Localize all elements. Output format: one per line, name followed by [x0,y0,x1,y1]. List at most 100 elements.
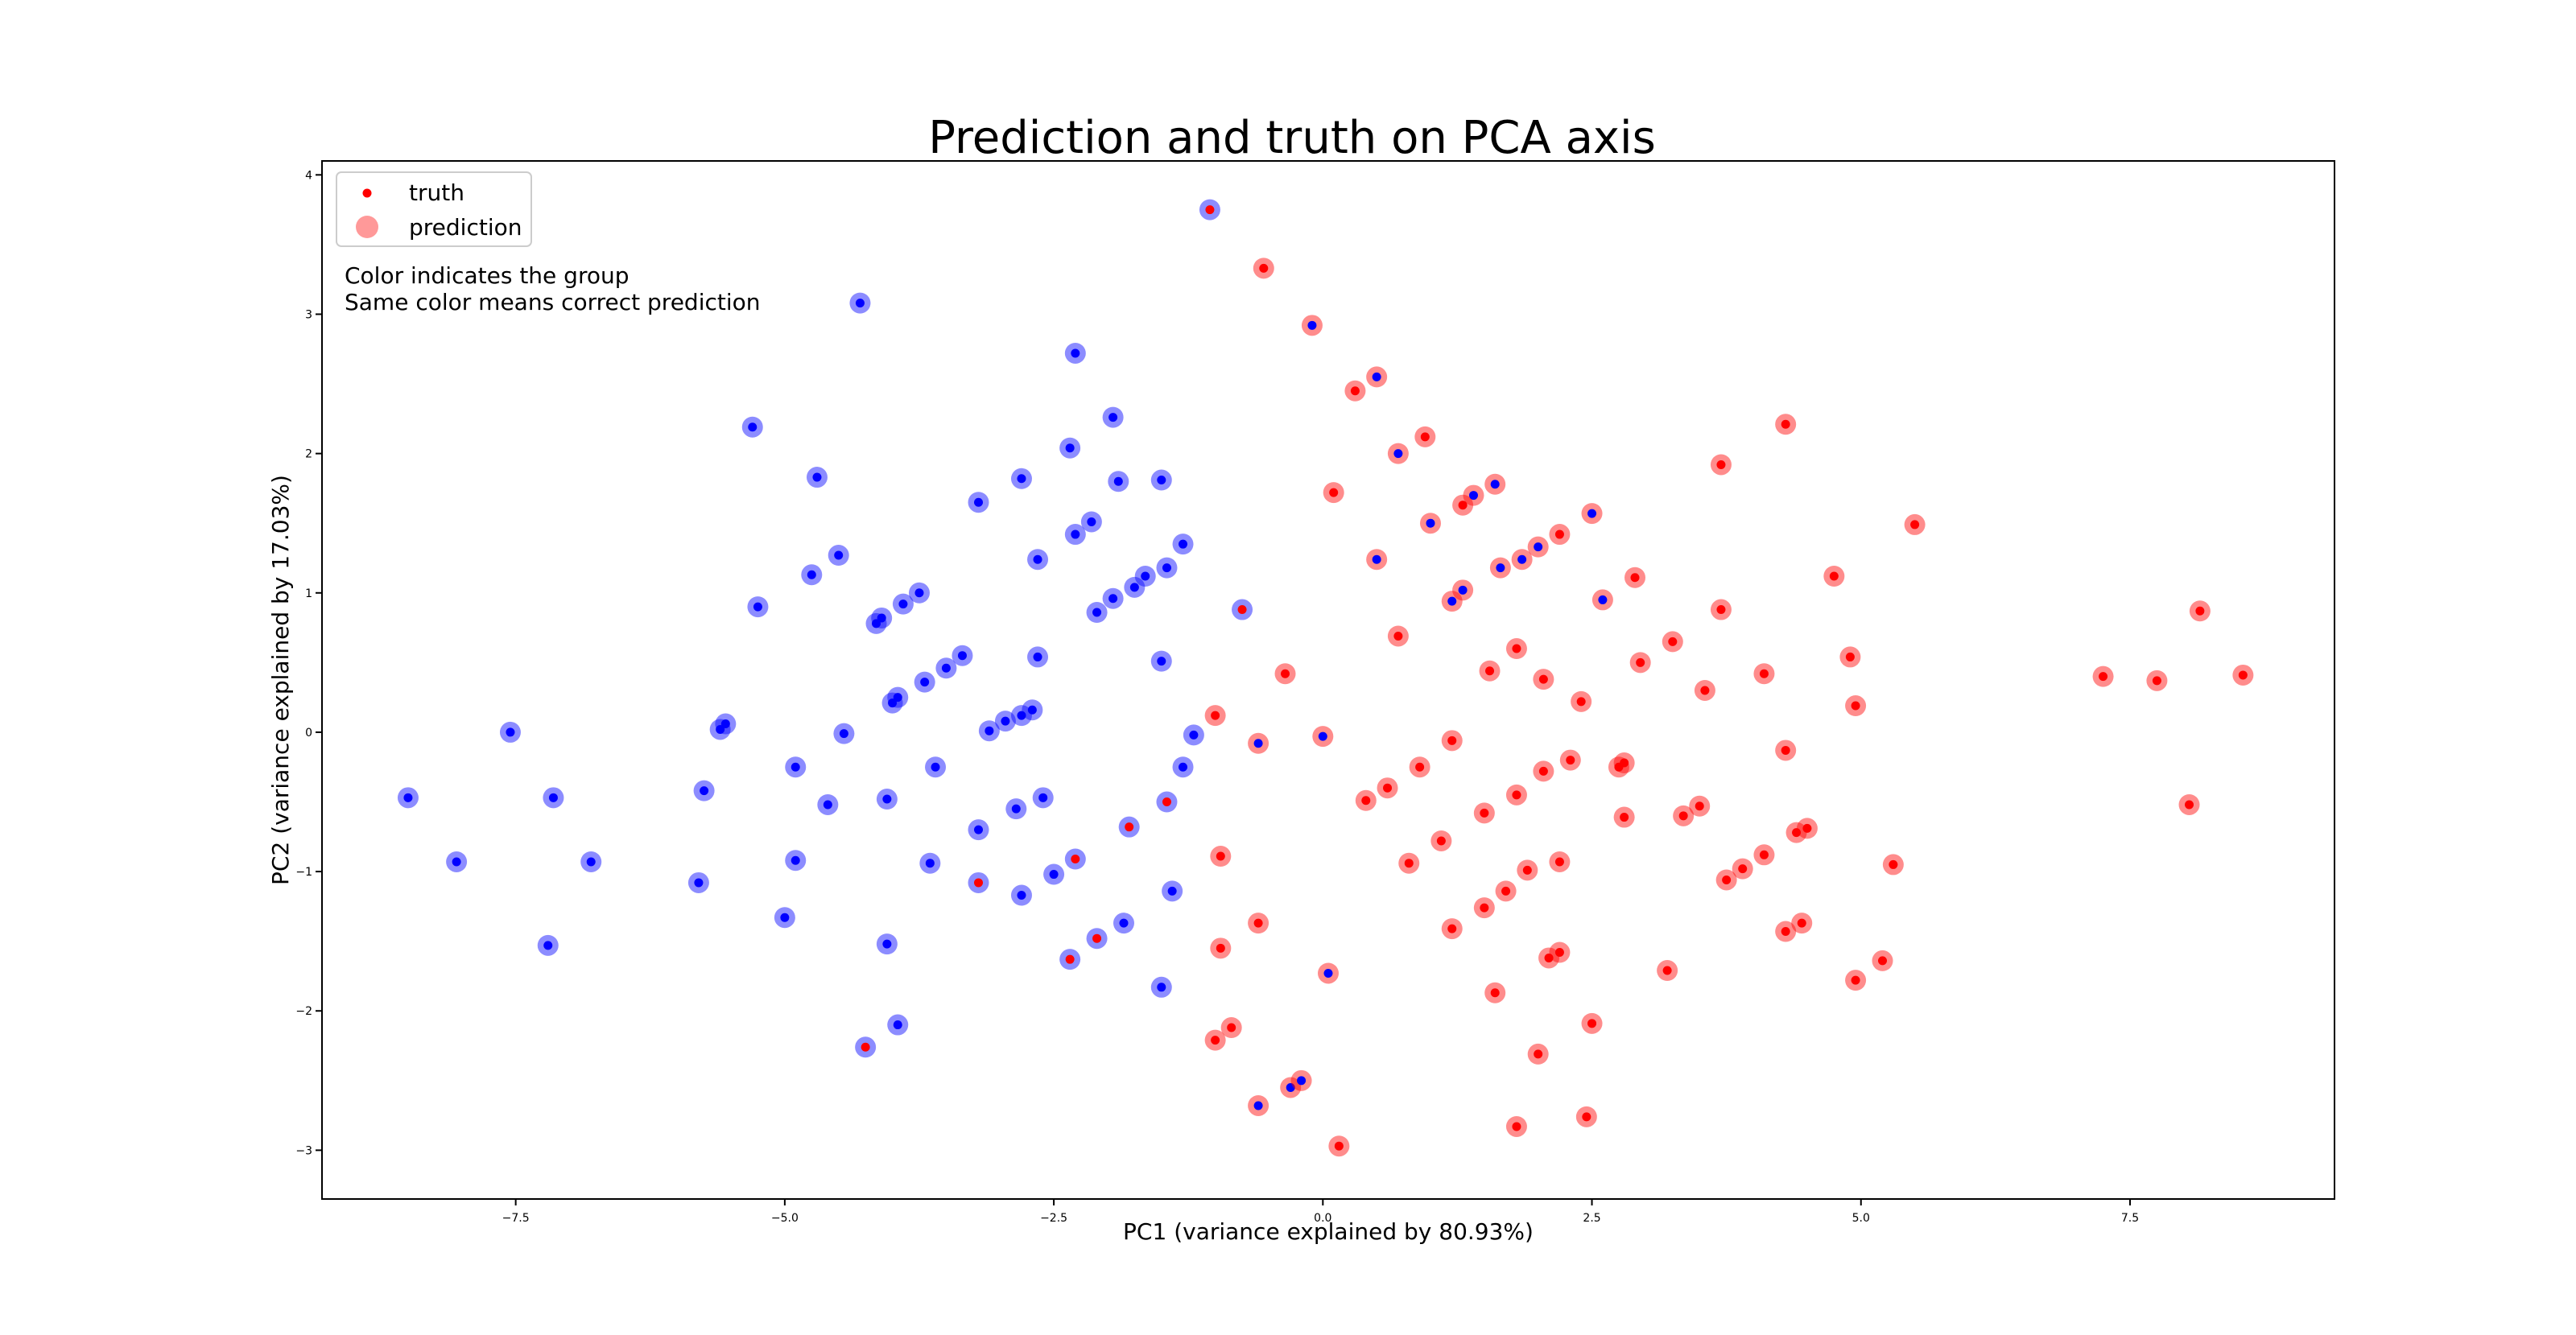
truth-marker [1587,509,1597,518]
truth-marker [1781,419,1790,429]
truth-marker [1404,859,1414,868]
data-point-152 [1753,663,1775,685]
data-point-156 [1785,822,1807,843]
truth-marker [872,619,881,628]
x-tick-label: 2.5 [1583,1212,1600,1225]
x-axis-ticks: −7.5 −5.0 −2.5 0.0 2.5 5.0 7.5 [502,1199,2139,1225]
truth-marker [1458,585,1468,595]
x-tick-label: −7.5 [502,1212,530,1225]
truth-marker [974,497,984,507]
truth-marker [1501,886,1511,896]
data-point-35 [952,645,973,666]
y-tick-label: −2 [295,1005,312,1018]
data-point-85 [1274,663,1296,685]
data-point-57 [1086,602,1108,624]
data-point-86 [1280,1077,1302,1098]
data-point-93 [1344,380,1366,402]
data-point-49 [1043,863,1065,885]
data-point-74 [1199,199,1220,220]
truth-marker [1554,529,1564,539]
truth-marker [1716,605,1726,615]
legend-truth-label: truth [409,179,464,206]
truth-marker [1415,762,1425,772]
truth-marker [1211,1036,1220,1045]
data-point-140 [1624,567,1646,588]
data-point-125 [1533,669,1554,690]
data-point-48 [1032,787,1054,809]
points-layer [397,199,2254,1157]
truth-marker [985,726,994,735]
truth-marker [543,941,553,950]
truth-marker [1065,954,1075,964]
truth-marker [1119,918,1129,928]
data-point-81 [1248,732,1269,754]
data-point-145 [1689,795,1711,817]
data-point-55 [1080,511,1102,533]
truth-marker [1538,674,1548,684]
data-point-69 [1156,791,1178,813]
truth-marker [720,719,730,729]
truth-marker [2099,672,2108,682]
truth-marker [1851,975,1860,985]
data-point-39 [978,720,1000,742]
truth-marker [1189,730,1199,740]
truth-marker [1678,811,1688,821]
truth-marker [1179,762,1188,772]
data-point-76 [1204,1029,1226,1051]
y-axis-ticks: −3 −2 −1 0 1 2 3 4 [295,169,322,1157]
truth-marker [1587,1019,1597,1028]
data-point-82 [1248,913,1269,934]
data-point-150 [1732,858,1753,880]
data-point-122 [1517,859,1538,881]
truth-marker [1216,943,1225,953]
truth-marker [1162,797,1171,807]
truth-marker [1517,554,1527,564]
data-point-151 [1753,844,1775,866]
truth-marker [920,678,930,687]
data-point-96 [1366,549,1388,571]
truth-marker [1759,850,1769,859]
data-point-46 [1027,646,1049,668]
truth-marker [1544,953,1554,962]
data-point-136 [1591,589,1613,611]
truth-marker [1802,823,1812,833]
truth-marker [1307,320,1317,330]
data-point-126 [1533,760,1554,782]
data-point-123 [1527,536,1549,558]
truth-marker [1485,666,1495,676]
data-point-165 [1904,513,1926,535]
data-point-17 [817,793,839,815]
truth-marker [1108,594,1118,604]
data-point-113 [1479,660,1501,682]
data-point-111 [1473,897,1495,919]
truth-marker [1695,801,1704,811]
data-point-42 [1010,468,1032,489]
data-point-130 [1549,524,1571,546]
truth-marker [586,857,596,867]
truth-marker [1620,758,1629,768]
data-point-144 [1673,805,1695,826]
truth-marker [1781,927,1790,937]
truth-marker [548,793,558,802]
data-point-79 [1220,1017,1242,1039]
data-point-90 [1318,962,1339,984]
truth-marker [1662,966,1672,975]
data-point-164 [1882,854,1904,876]
truth-marker [931,762,940,772]
data-point-34 [935,657,957,679]
data-point-88 [1301,315,1323,336]
truth-marker [1162,563,1171,573]
truth-marker [1700,686,1710,695]
y-axis-label: PC2 (variance explained by 17.03%) [267,475,294,885]
data-point-58 [1102,406,1124,428]
data-point-157 [1791,913,1813,934]
truth-marker [1259,263,1269,273]
truth-marker [1092,608,1102,617]
truth-marker [1845,652,1855,661]
truth-marker [834,550,844,560]
data-point-110 [1463,484,1484,506]
truth-marker [861,1042,870,1052]
truth-marker [882,794,892,804]
data-point-5 [580,851,602,872]
data-point-103 [1420,513,1442,534]
